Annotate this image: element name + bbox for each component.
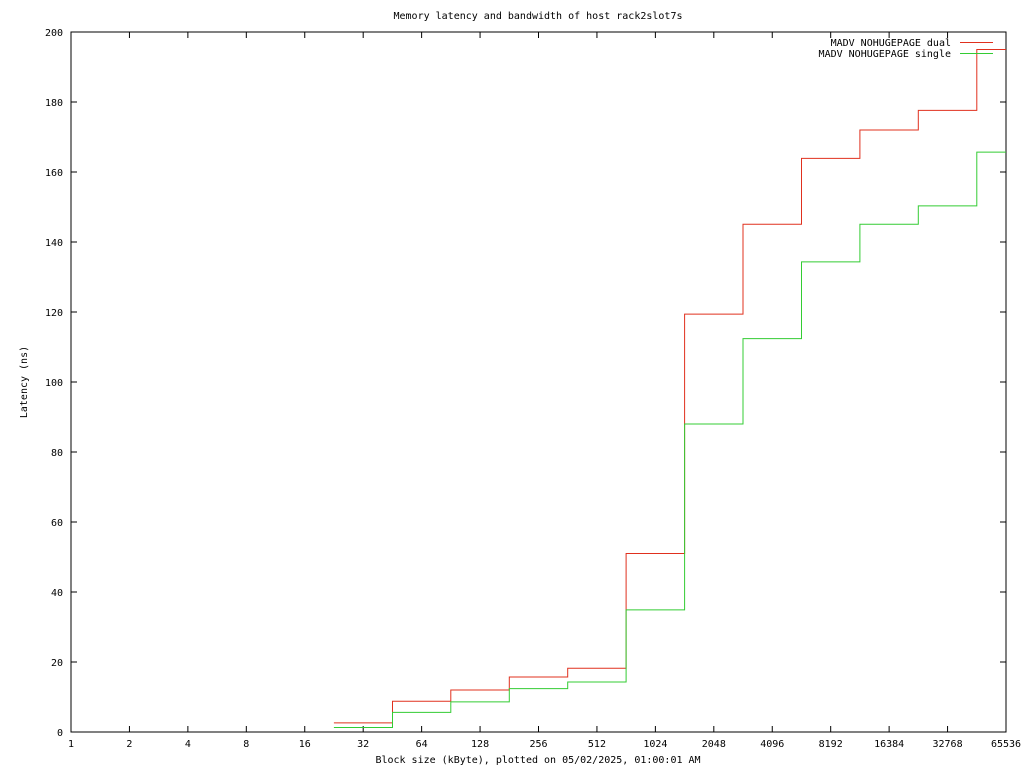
y-axis-ticks: 0 20 40 60 80 100 120 140 160 180 200 (45, 28, 1006, 739)
legend-label: MADV NOHUGEPAGE dual (831, 38, 951, 49)
y-tick-label: 180 (45, 98, 63, 109)
x-tick-label: 1024 (643, 739, 667, 750)
x-tick-label: 2 (126, 739, 132, 750)
y-tick-label: 0 (57, 728, 63, 739)
x-tick-label: 8 (243, 739, 249, 750)
chart-title: Memory latency and bandwidth of host rac… (394, 11, 683, 22)
y-tick-label: 60 (51, 518, 63, 529)
series-line-1 (333, 151, 1006, 728)
y-tick-label: 200 (45, 28, 63, 39)
legend-label: MADV NOHUGEPAGE single (819, 49, 951, 60)
plot-frame (70, 31, 1007, 733)
x-axis-label: Block size (kByte), plotted on 05/02/202… (375, 755, 700, 766)
x-tick-label: 128 (471, 739, 489, 750)
series-group (333, 49, 1006, 728)
y-axis-label: Latency (ns) (19, 346, 30, 418)
series-line-0 (333, 49, 1006, 724)
y-tick-label: 160 (45, 168, 63, 179)
x-tick-label: 65536 (991, 739, 1021, 750)
x-tick-label: 512 (588, 739, 606, 750)
x-tick-label: 32 (357, 739, 369, 750)
x-tick-label: 64 (416, 739, 428, 750)
x-tick-label: 4 (185, 739, 191, 750)
x-tick-label: 16384 (874, 739, 904, 750)
y-tick-label: 40 (51, 588, 63, 599)
x-tick-label: 16 (299, 739, 311, 750)
y-tick-label: 120 (45, 308, 63, 319)
x-axis-ticks: 1 2 4 8 16 32 64 128 256 512 1024 2048 4096 8192 16384… (68, 32, 1021, 750)
x-tick-label: 8192 (819, 739, 843, 750)
x-tick-label: 4096 (760, 739, 784, 750)
y-tick-label: 20 (51, 658, 63, 669)
y-tick-label: 80 (51, 448, 63, 459)
y-tick-label: 140 (45, 238, 63, 249)
x-tick-label: 1 (68, 739, 74, 750)
x-tick-label: 2048 (702, 739, 726, 750)
x-tick-label: 256 (529, 739, 547, 750)
y-tick-label: 100 (45, 378, 63, 389)
x-tick-label: 32768 (933, 739, 963, 750)
